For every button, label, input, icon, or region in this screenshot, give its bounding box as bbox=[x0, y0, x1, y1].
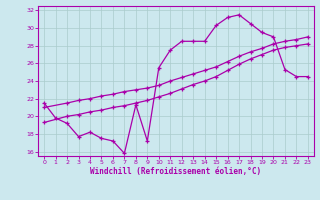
X-axis label: Windchill (Refroidissement éolien,°C): Windchill (Refroidissement éolien,°C) bbox=[91, 167, 261, 176]
